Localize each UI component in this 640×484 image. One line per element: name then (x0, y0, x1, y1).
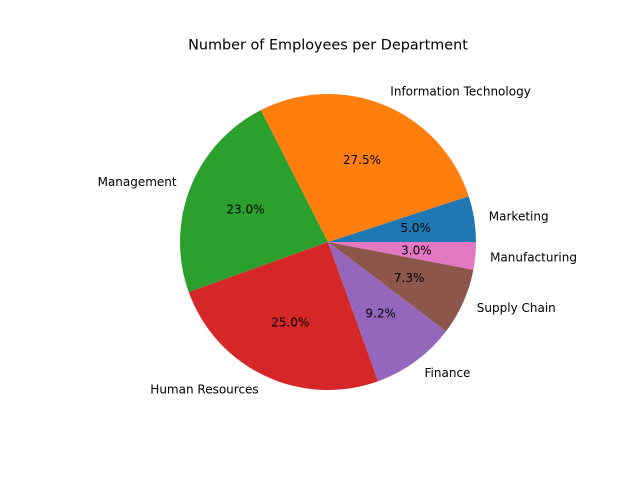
pie-label-management: Management (98, 175, 177, 189)
pie-category-labels: Marketing Information Technology Managemen… (98, 85, 577, 397)
pie-value-label-finance: 9.2% (365, 307, 396, 321)
pie-slice-finance (328, 242, 447, 382)
pie-value-label-information-technology: 27.5% (343, 153, 381, 167)
pie-slice-human-resources (188, 242, 379, 391)
pie-value-label-supply-chain: 7.3% (394, 271, 425, 285)
pie-label-human-resources: Human Resources (150, 382, 258, 396)
pie-value-label-management: 23.0% (226, 202, 264, 216)
pie-label-information-technology: Information Technology (390, 85, 531, 99)
pie-slice-manufacturing (328, 242, 476, 270)
chart-title: Number of Employees per Department (188, 38, 468, 54)
pie-value-label-manufacturing: 3.0% (401, 243, 432, 257)
pie-value-labels: 5.0% 27.5% 23.0% 25.0% 9.2% 7.3% 3.0% (226, 153, 431, 329)
pie-label-marketing: Marketing (489, 210, 549, 224)
pie-slice-marketing (328, 196, 476, 242)
pie-label-finance: Finance (425, 366, 471, 380)
pie-label-supply-chain: Supply Chain (477, 301, 556, 315)
pie-value-label-marketing: 5.0% (400, 221, 431, 235)
pie-value-label-human-resources: 25.0% (271, 315, 309, 329)
pie-slice-management (180, 110, 328, 293)
pie-slices (180, 94, 476, 391)
pie-slice-supply-chain (328, 242, 474, 332)
pie-label-manufacturing: Manufacturing (490, 250, 577, 264)
pie-slice-information-technology (260, 94, 469, 242)
